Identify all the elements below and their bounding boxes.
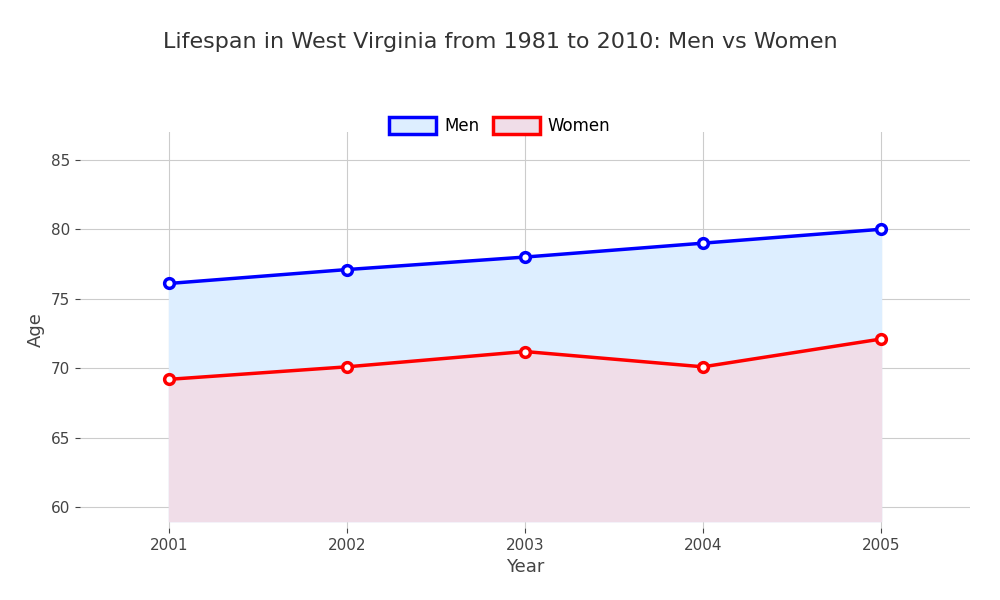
- X-axis label: Year: Year: [506, 558, 544, 576]
- Y-axis label: Age: Age: [27, 313, 45, 347]
- Legend: Men, Women: Men, Women: [383, 110, 617, 142]
- Text: Lifespan in West Virginia from 1981 to 2010: Men vs Women: Lifespan in West Virginia from 1981 to 2…: [163, 32, 837, 52]
